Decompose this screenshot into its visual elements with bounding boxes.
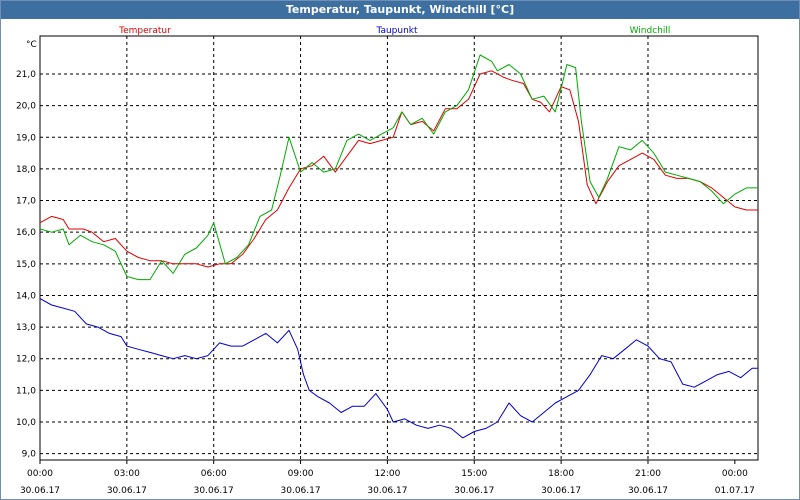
y-tick-label: 20,0 [16, 102, 36, 112]
axes: 9,0 10,0 11,0 12,0 13,0 14,0 15,0 16,0 17,0 18,0 1… [16, 40, 755, 496]
x-tick-time: 00:00 [722, 469, 748, 479]
x-tick-time: 09:00 [288, 469, 314, 479]
y-tick-label: 13,0 [16, 323, 36, 333]
x-tick-date: 01.07.17 [715, 486, 755, 496]
y-tick-label: 9,0 [22, 450, 37, 460]
x-tick-date: 30.06.17 [628, 486, 668, 496]
window-title: Temperatur, Taupunkt, Windchill [°C] [1, 1, 799, 19]
legend: Temperatur Taupunkt Windchill [118, 26, 670, 36]
x-tick-date: 30.06.17 [107, 486, 147, 496]
y-tick-label: 10,0 [16, 418, 36, 428]
plot-area-frame [39, 35, 759, 461]
x-tick-date: 30.06.17 [20, 486, 60, 496]
y-tick-label: 19,0 [16, 133, 36, 143]
x-tick-date: 30.06.17 [541, 486, 581, 496]
x-tick-time: 15:00 [461, 469, 487, 479]
series [39, 54, 758, 439]
x-tick-time: 00:00 [27, 469, 53, 479]
y-tick-label: 21,0 [16, 70, 36, 80]
x-tick-time: 12:00 [374, 469, 400, 479]
y-tick-label: 16,0 [16, 228, 36, 238]
series-line-taupunkt [39, 298, 758, 439]
x-tick-time: 03:00 [114, 469, 140, 479]
x-tick-date: 30.06.17 [367, 486, 407, 496]
grid [40, 36, 758, 460]
x-tick-date: 30.06.17 [281, 486, 321, 496]
legend-item-windchill: Windchill [630, 26, 671, 36]
y-axis-unit: °C [26, 40, 37, 50]
x-tick-time: 18:00 [548, 469, 574, 479]
x-tick-time: 06:00 [201, 469, 227, 479]
y-tick-label: 18,0 [16, 165, 36, 175]
y-tick-label: 12,0 [16, 355, 36, 365]
x-tick-date: 30.06.17 [454, 486, 494, 496]
y-tick-label: 11,0 [16, 386, 36, 396]
legend-item-taupunkt: Taupunkt [375, 26, 418, 36]
legend-item-temperatur: Temperatur [118, 26, 171, 36]
x-tick-date: 30.06.17 [194, 486, 234, 496]
series-line-windchill [39, 54, 758, 281]
y-tick-label: 17,0 [16, 197, 36, 207]
y-tick-label: 15,0 [16, 260, 36, 270]
x-tick-time: 21:00 [635, 469, 661, 479]
y-tick-label: 14,0 [16, 291, 36, 301]
series-line-temperatur [39, 70, 758, 268]
